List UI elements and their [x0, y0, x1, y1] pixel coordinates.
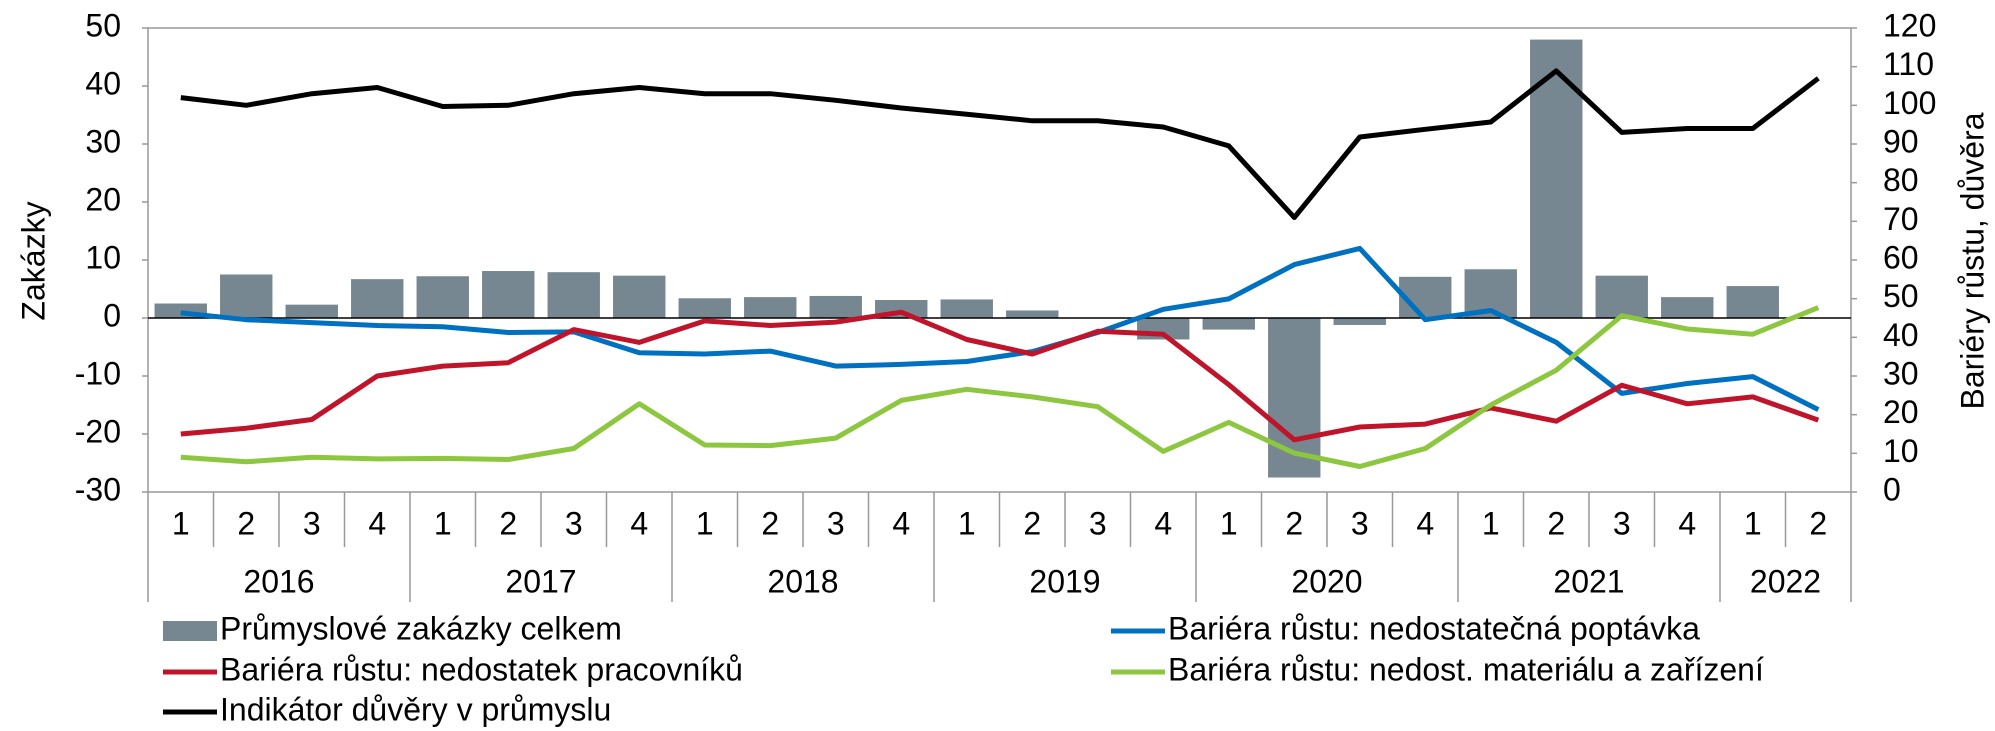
x-tick-label: 3 — [565, 505, 583, 541]
x-tick-label: 1 — [1744, 505, 1762, 541]
legend-label: Bariéra růstu: nedostatek pracovníků — [220, 651, 743, 687]
x-tick-label: 1 — [958, 505, 976, 541]
x-tick-label: 1 — [172, 505, 190, 541]
y2-tick-label: 60 — [1883, 239, 1919, 275]
x-tick-label: 4 — [630, 505, 648, 541]
x-tick-label: 1 — [434, 505, 452, 541]
y2-tick-label: 20 — [1883, 394, 1919, 430]
y2-tick-label: 70 — [1883, 201, 1919, 237]
y-tick-label: 50 — [85, 7, 121, 43]
bar — [1595, 275, 1648, 318]
x-tick-label: 3 — [1089, 505, 1107, 541]
y-tick-label: -30 — [75, 471, 121, 507]
bar — [940, 299, 993, 318]
legend-label: Bariéra růstu: nedostatečná poptávka — [1168, 610, 1700, 646]
line-series — [180, 245, 1820, 412]
y-axis-label: Zakázky — [15, 201, 51, 320]
y-tick-label: -20 — [75, 413, 121, 449]
y-tick-label: 30 — [85, 123, 121, 159]
x-tick-label: 4 — [892, 505, 910, 541]
y-tick-label: 10 — [85, 239, 121, 275]
line-series — [180, 305, 1820, 469]
bar — [613, 275, 666, 318]
year-label: 2022 — [1750, 563, 1821, 599]
year-label: 2021 — [1553, 563, 1624, 599]
x-tick-label: 2 — [1809, 505, 1827, 541]
bar — [1333, 318, 1386, 325]
y2-tick-label: 100 — [1883, 85, 1936, 121]
y2-tick-label: 10 — [1883, 433, 1919, 469]
y2-tick-label: 40 — [1883, 317, 1919, 353]
y2-tick-label: 120 — [1883, 7, 1936, 43]
bar — [1202, 318, 1255, 330]
legend-label: Bariéra růstu: nedost. materiálu a zaříz… — [1168, 651, 1764, 687]
x-tick-label: 3 — [1351, 505, 1369, 541]
bar — [744, 297, 797, 318]
bar — [1006, 310, 1059, 318]
line-series — [180, 68, 1820, 220]
y-tick-label: 0 — [103, 297, 121, 333]
x-tick-label: 1 — [1482, 505, 1500, 541]
bar — [482, 271, 535, 318]
bar — [1726, 286, 1779, 318]
year-label: 2019 — [1029, 563, 1100, 599]
x-tick-label: 2 — [237, 505, 255, 541]
x-tick-label: 4 — [1154, 505, 1172, 541]
y2-axis-label: Bariéry růstu, důvěra — [1954, 112, 1990, 409]
legend-swatch — [163, 621, 217, 641]
bar — [416, 276, 469, 318]
y-tick-label: 40 — [85, 65, 121, 101]
x-tick-label: 2 — [499, 505, 517, 541]
x-tick-label: 3 — [1613, 505, 1631, 541]
bar — [1530, 39, 1583, 318]
y2-tick-label: 110 — [1883, 46, 1934, 82]
bar — [809, 295, 862, 318]
bar — [1661, 297, 1714, 318]
y-tick-label: -10 — [75, 355, 121, 391]
x-tick-label: 4 — [368, 505, 386, 541]
year-label: 2016 — [243, 563, 314, 599]
legend-label: Indikátor důvěry v průmyslu — [220, 691, 611, 727]
x-tick-label: 3 — [827, 505, 845, 541]
x-tick-label: 2 — [1023, 505, 1041, 541]
x-tick-label: 1 — [1220, 505, 1238, 541]
x-tick-label: 2 — [1285, 505, 1303, 541]
bar — [678, 298, 731, 318]
y2-tick-label: 90 — [1883, 123, 1919, 159]
year-label: 2020 — [1291, 563, 1362, 599]
x-tick-label: 3 — [303, 505, 321, 541]
y2-tick-label: 50 — [1883, 278, 1919, 314]
x-tick-label: 4 — [1416, 505, 1434, 541]
y2-tick-label: 80 — [1883, 162, 1919, 198]
year-label: 2017 — [505, 563, 576, 599]
legend-label: Průmyslové zakázky celkem — [220, 610, 622, 646]
x-tick-label: 2 — [1547, 505, 1565, 541]
x-tick-label: 1 — [696, 505, 714, 541]
y2-tick-label: 0 — [1883, 471, 1901, 507]
x-tick-label: 4 — [1678, 505, 1696, 541]
y-tick-label: 20 — [85, 181, 121, 217]
y2-tick-label: 30 — [1883, 355, 1919, 391]
bar — [547, 272, 600, 318]
bar — [285, 304, 338, 318]
bar — [220, 274, 273, 318]
year-label: 2018 — [767, 563, 838, 599]
x-tick-label: 2 — [761, 505, 779, 541]
line-series — [180, 309, 1820, 443]
bar — [351, 279, 404, 318]
